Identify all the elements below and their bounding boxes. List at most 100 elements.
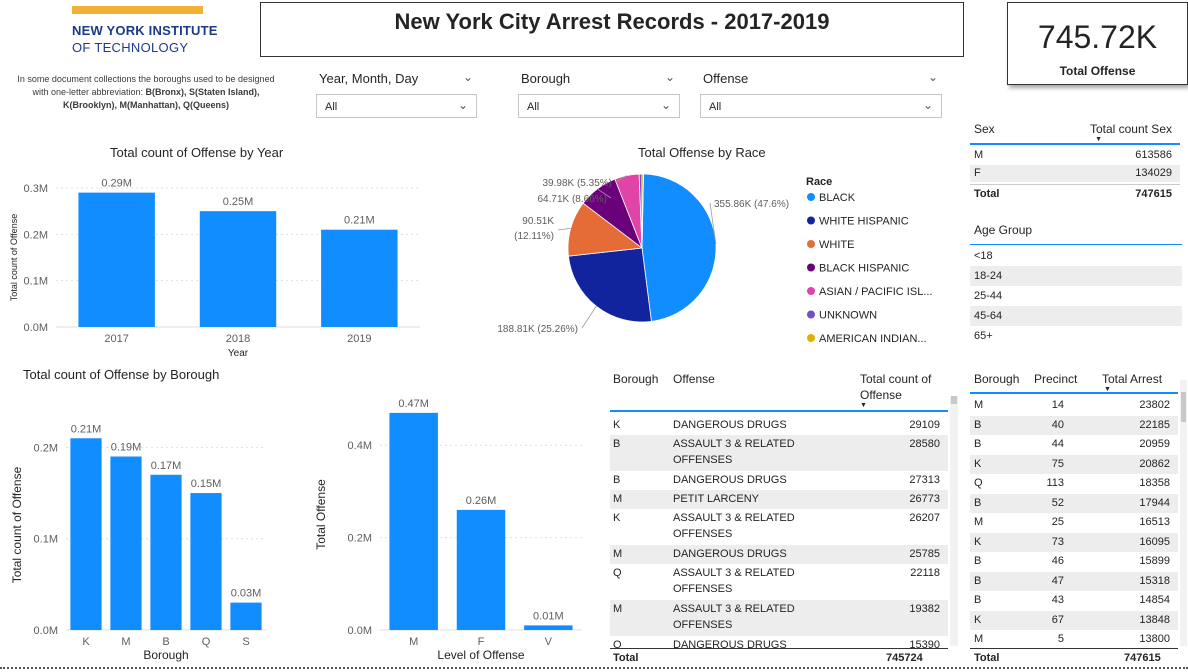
offense-by-level-chart[interactable]: 0.0M 0.2M 0.4M 0.47M M 0.26M F 0.01M V Level of O…	[300, 380, 600, 670]
total-count-header-line1[interactable]: Total count of	[860, 372, 932, 386]
borough-abbreviation-note: In some document collections the borough…	[12, 73, 280, 112]
bar-s[interactable]	[230, 602, 262, 630]
precinct-table-scrollbar[interactable]	[1180, 380, 1187, 646]
bar-f[interactable]	[456, 509, 506, 630]
data-label: 0.03M	[231, 588, 262, 600]
bar-k[interactable]	[70, 438, 102, 630]
table-row[interactable]: B 43 14854	[970, 591, 1178, 610]
borough-cell: B	[974, 496, 982, 509]
pie-slice-0[interactable]	[641, 173, 717, 322]
borough-cell: Q	[613, 639, 622, 651]
precinct-cell: 43	[1051, 594, 1064, 606]
x-tick-label: B	[162, 636, 169, 648]
precinct-arrest-table[interactable]: Borough Precinct Total Arrest ▼ M 14 23802…	[970, 366, 1188, 666]
borough-header[interactable]: Borough	[974, 372, 1020, 386]
table-row[interactable]: B 46 15899	[970, 552, 1178, 571]
sort-desc-icon[interactable]: ▼	[860, 402, 867, 409]
sex-header[interactable]: Sex	[974, 122, 995, 136]
pie-data-label: 355.86K (47.6%)	[714, 199, 789, 210]
total-count-header-line2[interactable]: Offense	[860, 388, 902, 402]
table-row[interactable]: M 613586	[970, 147, 1180, 164]
offense-by-borough-chart[interactable]: 0.0M 0.1M 0.2M 0.21M K 0.19M M 0.17M B 0.15M Q 0.03…	[0, 380, 300, 670]
legend-swatch[interactable]	[807, 263, 815, 272]
arrest-cell: 17944	[1139, 496, 1170, 509]
x-axis-title: Borough	[143, 648, 188, 662]
note-text: In some document collections the borough…	[17, 74, 275, 97]
table-row[interactable]: K 75 20862	[970, 454, 1178, 474]
bar-m[interactable]	[389, 412, 438, 630]
total-offense-card[interactable]: 745.72K Total Offense	[1007, 2, 1188, 85]
legend-swatch[interactable]	[807, 193, 815, 201]
date-slicer-chevron-icon[interactable]: ⌄	[463, 70, 474, 84]
legend-swatch[interactable]	[807, 310, 815, 319]
scrollbar-thumb[interactable]	[951, 396, 957, 404]
bar-v[interactable]	[524, 625, 573, 630]
sex-table[interactable]: Sex Total count Sex ▼ M 613586 F 134029 …	[970, 120, 1180, 204]
sort-desc-icon[interactable]: ▼	[1104, 386, 1111, 393]
legend-swatch[interactable]	[807, 287, 815, 295]
offense-by-race-pie-chart[interactable]: 355.86K (47.6%) 188.81K (25.26%) 64.71K (8…	[470, 160, 970, 360]
table-row[interactable]: B DANGEROUS DRUGS 27313	[610, 471, 948, 490]
bar-b[interactable]	[150, 474, 182, 630]
table-row[interactable]: M 25 16513	[970, 513, 1178, 532]
legend-swatch[interactable]	[807, 216, 815, 225]
leader-line	[615, 175, 627, 183]
precinct-cell: 67	[1051, 613, 1064, 626]
date-slicer-dropdown[interactable]: All ⌄	[316, 94, 477, 118]
bar-2017[interactable]	[78, 192, 155, 327]
table-row[interactable]: M ASSAULT 3 & RELATED 19382 OFFENSES	[610, 600, 948, 636]
table-row[interactable]: K DANGEROUS DRUGS 29109	[610, 416, 948, 435]
legend-swatch[interactable]	[807, 334, 815, 342]
precinct-header[interactable]: Precinct	[1034, 372, 1078, 386]
offense-slicer-dropdown[interactable]: All ⌄	[700, 94, 942, 118]
table-row[interactable]: M PETIT LARCENY 26773	[610, 490, 948, 509]
table-row[interactable]: K 73 16095	[970, 532, 1178, 552]
count-cell: 26773	[909, 493, 940, 505]
total-count-sex-header[interactable]: Total count Sex	[1089, 122, 1172, 136]
table-row[interactable]: Q ASSAULT 3 & RELATED 22118 OFFENSES	[610, 564, 948, 600]
table-row[interactable]: M DANGEROUS DRUGS 25785	[610, 545, 948, 564]
count-cell: 27313	[909, 474, 940, 486]
table-row[interactable]: B 40 22185	[970, 415, 1178, 435]
table-row[interactable]: K 67 13848	[970, 610, 1178, 630]
offense-slicer-chevron-icon[interactable]: ⌄	[928, 70, 939, 84]
age-group-item[interactable]: 45-64	[970, 306, 1182, 326]
offense-cell: DANGEROUS DRUGS	[673, 548, 787, 560]
bar-q[interactable]	[190, 493, 222, 630]
pie-slice-6[interactable]	[641, 173, 644, 249]
borough-slicer-dropdown[interactable]: All ⌄	[518, 94, 680, 118]
age-group-item[interactable]: <18	[970, 246, 1182, 266]
borough-header[interactable]: Borough	[613, 372, 659, 386]
table-row[interactable]: F 134029	[970, 165, 1180, 182]
age-group-item[interactable]: 18-24	[970, 266, 1182, 286]
pie-slice-1[interactable]	[568, 247, 652, 323]
table-row[interactable]: B 47 15318	[970, 571, 1178, 591]
bar-2018[interactable]	[199, 211, 277, 327]
table-row[interactable]: M 5 13800	[970, 630, 1178, 649]
offense-header[interactable]: Offense	[673, 372, 715, 386]
borough-cell: B	[613, 438, 621, 450]
sort-desc-icon[interactable]: ▼	[1095, 136, 1102, 143]
total-arrest-header[interactable]: Total Arrest	[1102, 372, 1163, 386]
scrollbar-thumb[interactable]	[1181, 392, 1186, 422]
offense-by-year-chart[interactable]: 0.0M 0.1M 0.2M 0.3M 0.29M 2017 0.25M 2018 0.21M 2…	[0, 160, 440, 360]
borough-offense-table[interactable]: Borough Offense Total count of Offense ▼…	[610, 366, 960, 666]
offense-table-scrollbar[interactable]	[950, 396, 958, 646]
table-row[interactable]: K ASSAULT 3 & RELATED 26207 OFFENSES	[610, 509, 948, 545]
bar-2019[interactable]	[321, 229, 398, 327]
year-chart-title: Total count of Offense by Year	[110, 145, 284, 160]
count-cell: 28580	[909, 438, 940, 450]
age-group-item[interactable]: 25-44	[970, 286, 1182, 306]
legend-swatch[interactable]	[807, 240, 815, 248]
table-row[interactable]: Q 113 18358	[970, 474, 1178, 493]
table-row[interactable]: B 44 20959	[970, 435, 1178, 454]
borough-slicer-chevron-icon[interactable]: ⌄	[665, 70, 676, 84]
x-tick-label: S	[242, 636, 249, 648]
legend-label: WHITE HISPANIC	[819, 216, 909, 228]
age-group-item[interactable]: 65+	[970, 326, 1182, 346]
table-row[interactable]: B ASSAULT 3 & RELATED 28580 OFFENSES	[610, 435, 948, 471]
table-row[interactable]: B 52 17944	[970, 493, 1178, 513]
table-row[interactable]: M 14 23802	[970, 396, 1178, 415]
age-group-slicer[interactable]: Age Group <18 18-24 25-44 45-64 65+	[970, 220, 1182, 348]
bar-m[interactable]	[110, 456, 142, 630]
